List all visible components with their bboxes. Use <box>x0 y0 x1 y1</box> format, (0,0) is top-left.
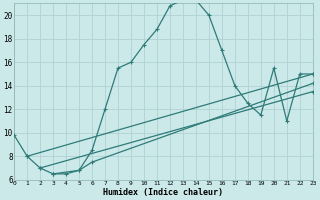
X-axis label: Humidex (Indice chaleur): Humidex (Indice chaleur) <box>103 188 223 197</box>
